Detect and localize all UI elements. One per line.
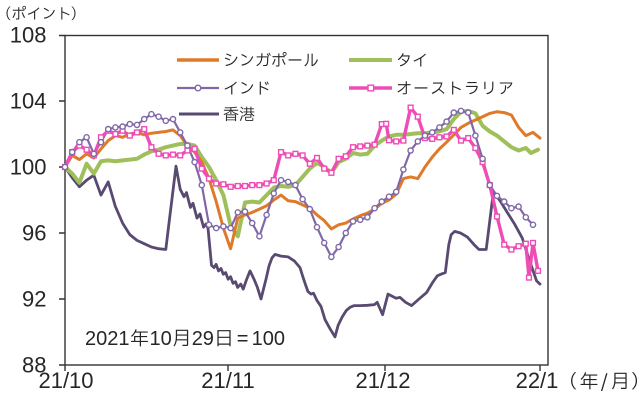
svg-text:104: 104 (10, 89, 47, 114)
svg-text:88: 88 (22, 353, 46, 378)
svg-text:21/11: 21/11 (201, 368, 254, 393)
svg-text:100: 100 (10, 155, 47, 180)
svg-text:100: 100 (252, 328, 285, 350)
svg-text:10: 10 (150, 328, 172, 350)
svg-text:29: 29 (192, 328, 214, 350)
svg-text:2021: 2021 (85, 328, 130, 350)
svg-text:21/12: 21/12 (355, 368, 410, 393)
svg-text:96: 96 (22, 221, 46, 246)
svg-text:21/10: 21/10 (38, 368, 93, 393)
svg-text:22/1: 22/1 (516, 368, 559, 393)
svg-text:92: 92 (22, 287, 46, 312)
svg-text:108: 108 (10, 23, 47, 48)
svg-text:=: = (237, 328, 249, 350)
